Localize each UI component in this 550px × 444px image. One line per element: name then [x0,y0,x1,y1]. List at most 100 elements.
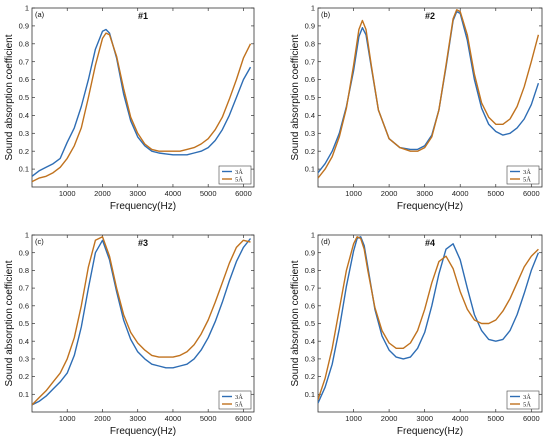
y-tick-label: 0.7 [19,57,29,66]
y-tick-label: 0.1 [305,390,315,399]
y-tick-label: 0.1 [19,390,29,399]
y-tick-label: 0.6 [305,301,315,310]
y-tick-label: 1 [25,4,29,13]
legend-label: 5Å [523,175,531,183]
y-tick-label: 0.4 [305,337,315,346]
y-tick-label: 1 [25,231,29,240]
series-line-2 [32,236,251,406]
x-tick-label: 1000 [59,189,76,198]
x-axis-label: Frequency(Hz) [110,426,176,437]
y-tick-label: 0.3 [305,355,315,364]
y-tick-label: 0.2 [305,372,315,381]
x-tick-label: 4000 [452,189,469,198]
y-axis-label: Sound absorption coefficient [290,260,301,386]
x-tick-label: 1000 [59,414,76,423]
y-tick-label: 0.8 [305,39,315,48]
x-tick-label: 6000 [235,414,252,423]
x-axis-label: Frequency(Hz) [110,201,176,212]
y-tick-label: 0.1 [19,165,29,174]
y-tick-label: 0.1 [305,165,315,174]
x-tick-label: 3000 [416,189,433,198]
x-tick-label: 6000 [235,189,252,198]
y-tick-label: 0.2 [19,147,29,156]
x-tick-label: 3000 [129,414,146,423]
x-tick-label: 4000 [165,414,182,423]
y-tick-label: 1 [311,4,315,13]
x-tick-label: 5000 [487,414,504,423]
y-tick-label: 0.9 [19,248,29,257]
y-axis-label: Sound absorption coefficient [4,260,15,386]
series-line-1 [32,28,252,177]
panel-tag: (c) [35,237,44,246]
plot-frame [317,7,543,188]
panel-title: #3 [138,238,148,248]
y-tick-label: 0.7 [305,57,315,66]
x-tick-label: 5000 [200,189,217,198]
legend-label: 5Å [523,400,531,408]
y-tick-label: 0.8 [19,39,29,48]
y-axis-label: Sound absorption coefficient [4,34,15,160]
x-tick-label: 3000 [416,414,433,423]
panel-2: 1000 2000 3000 4000 5000 6000 0.1 0.2 0.3 0.4 0.5 0… [290,4,543,212]
series-line-2 [318,9,540,179]
legend-label: 5Å [235,175,243,183]
y-tick-label: 0.3 [19,355,29,364]
y-tick-label: 0.6 [305,75,315,84]
x-tick-label: 2000 [94,414,111,423]
x-tick-label: 2000 [94,189,111,198]
x-tick-label: 5000 [487,189,504,198]
x-tick-label: 4000 [165,189,182,198]
series-line-1 [318,236,540,404]
series-line-1 [32,238,252,406]
legend-label: 5Å [235,400,243,408]
series-line-2 [32,32,252,183]
series-line-1 [318,10,540,174]
y-tick-label: 0.4 [19,337,29,346]
x-tick-label: 3000 [129,189,146,198]
panel-title: #1 [138,11,148,21]
x-tick-label: 1000 [345,414,362,423]
panel-title: #4 [425,238,435,248]
y-tick-label: 1 [311,231,315,240]
y-tick-label: 0.9 [19,22,29,31]
x-tick-label: 2000 [381,414,398,423]
y-tick-label: 0.9 [305,248,315,257]
y-tick-label: 0.6 [19,301,29,310]
y-tick-label: 0.2 [305,147,315,156]
y-axis-label: Sound absorption coefficient [290,34,301,160]
legend-label: 3Å [235,393,243,401]
x-tick-label: 4000 [452,414,469,423]
y-tick-label: 0.4 [19,111,29,120]
panel-4: 1000 2000 3000 4000 5000 6000 0.1 0.2 0.3 0.4 0.5 0… [290,231,543,437]
y-tick-label: 0.5 [305,319,315,328]
y-tick-label: 0.2 [19,372,29,381]
legend-label: 3Å [523,393,531,401]
x-tick-label: 5000 [200,414,217,423]
plot-frame [31,234,255,413]
y-tick-label: 0.8 [19,266,29,275]
y-tick-label: 0.7 [19,284,29,293]
panel-3: 1000 2000 3000 4000 5000 6000 0.1 0.2 0.3 0.4 0.5 0… [4,231,255,437]
y-tick-label: 0.5 [19,319,29,328]
y-tick-label: 0.3 [19,129,29,138]
x-axis-label: Frequency(Hz) [397,201,463,212]
y-tick-label: 0.5 [305,93,315,102]
panel-tag: (a) [35,10,45,19]
panel-tag: (b) [321,10,331,19]
y-tick-label: 0.6 [19,75,29,84]
legend-label: 3Å [235,168,243,176]
y-tick-label: 0.4 [305,111,315,120]
x-tick-label: 6000 [523,414,540,423]
panel-1: 1000 2000 3000 4000 5000 6000 0.1 0.2 0.3 0.4 0.5 0… [4,4,255,212]
y-tick-label: 0.8 [305,266,315,275]
panel-tag: (d) [321,237,331,246]
x-tick-label: 1000 [345,189,362,198]
legend-label: 3Å [523,168,531,176]
x-axis-label: Frequency(Hz) [397,426,463,437]
y-tick-label: 0.3 [305,129,315,138]
